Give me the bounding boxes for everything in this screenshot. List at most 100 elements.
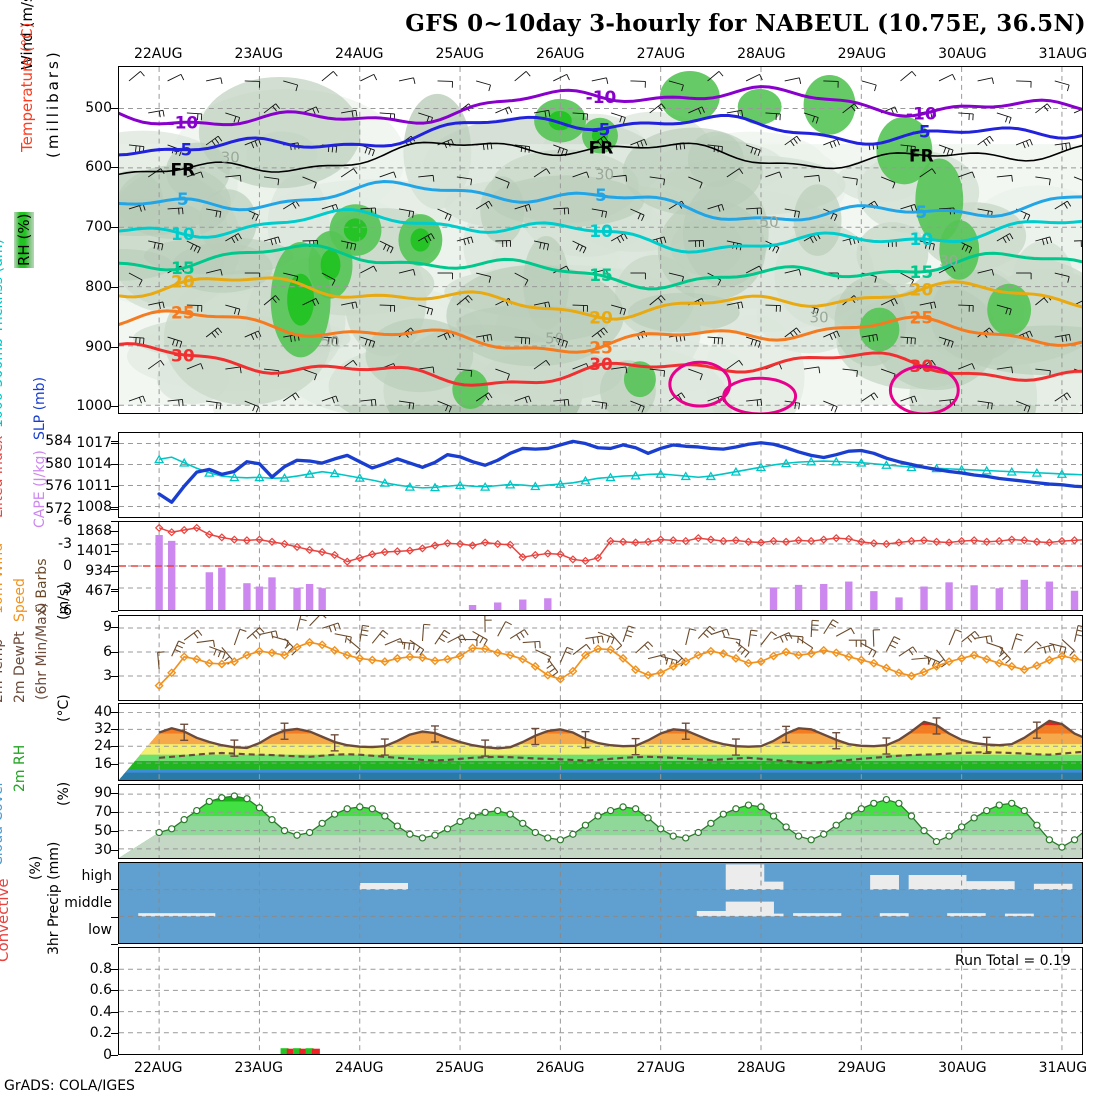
- panel-precipitation[interactable]: [118, 947, 1083, 1055]
- svg-text:30: 30: [221, 148, 240, 166]
- axis-tick-mark: [111, 793, 118, 795]
- label-2m-temp: 2m Temp: [0, 638, 6, 703]
- panel-2m-temp[interactable]: [118, 703, 1083, 781]
- axis-tick-label: 600: [85, 159, 112, 176]
- axis-tick-label: 576: [45, 478, 72, 495]
- axis-tick-label: 700: [85, 219, 112, 236]
- axis-tick-mark: [111, 530, 118, 532]
- axis-tick-mark: [111, 729, 118, 730]
- axis-tick-label: 6: [103, 643, 112, 660]
- svg-text:-10: -10: [168, 113, 199, 133]
- axis-tick-label: 1014: [76, 456, 112, 473]
- axis-tick-mark: [111, 849, 118, 851]
- svg-text:-10: -10: [906, 104, 937, 124]
- svg-text:15: 15: [171, 258, 195, 278]
- axis-tick-label: 3: [63, 580, 72, 597]
- panel-2m-rh[interactable]: [118, 784, 1083, 859]
- svg-text:25: 25: [589, 337, 613, 357]
- axis-tick-mark: [111, 507, 118, 509]
- axis-tick-mark: [111, 1055, 118, 1056]
- axis-tick-mark: [111, 509, 118, 511]
- axis-tick-label: 32: [94, 721, 112, 737]
- axis-tick-label: 0.4: [89, 1003, 112, 1020]
- date-label: 27AUG: [636, 46, 686, 62]
- svg-text:30: 30: [171, 345, 195, 365]
- svg-text:15: 15: [589, 265, 613, 285]
- axis-tick-label: 0.8: [89, 960, 112, 977]
- date-axis-bottom: 22AUG 23AUG 24AUG 25AUG 26AUG 27AUG 28AUG 29AUG…: [0, 1060, 1100, 1078]
- axis-tick-mark: [111, 566, 118, 567]
- axis-tick-label: 70: [94, 804, 112, 821]
- axis-tick-mark: [111, 590, 118, 592]
- axis-tick-label: 0: [63, 558, 72, 574]
- label-2m-rh-unit: (%): [56, 781, 72, 806]
- axis-tick-mark: [111, 830, 118, 832]
- axis-tick-mark: [111, 442, 118, 444]
- axis-tick-label: 1000: [76, 398, 112, 415]
- axis-tick-mark: [111, 406, 118, 408]
- panel-lifted-index-cape[interactable]: [118, 521, 1083, 611]
- axis-tick-mark: [111, 167, 118, 169]
- svg-text:FR: FR: [589, 138, 614, 158]
- axis-tick-mark: [111, 611, 118, 612]
- axis-tick-label: 3: [103, 668, 112, 685]
- date-label: 23AUG: [234, 1060, 283, 1076]
- panel-10m-wind[interactable]: [118, 615, 1083, 701]
- date-label: 27AUG: [636, 1060, 686, 1076]
- svg-text:20: 20: [171, 272, 195, 292]
- svg-text:10: 10: [589, 221, 613, 241]
- svg-text:-5: -5: [912, 122, 931, 142]
- axis-tick-label: 50: [94, 822, 112, 839]
- date-label: 26AUG: [536, 1060, 585, 1076]
- date-axis-top: 22AUG 23AUG 24AUG 25AUG 26AUG 27AUG 28AUG 29AUG…: [0, 46, 1100, 64]
- axis-tick-label: 500: [85, 99, 112, 116]
- axis-tick-mark: [111, 1011, 118, 1013]
- axis-tick-mark: [111, 588, 118, 590]
- axis-tick-label: 16: [94, 755, 112, 772]
- label-precip-axis: 3hr Precip (mm): [46, 841, 62, 955]
- axis-tick-label: 90: [94, 785, 112, 802]
- label-2m-dewpt: 2m DewPt: [12, 631, 28, 703]
- svg-text:5: 5: [177, 189, 189, 209]
- axis-tick-mark: [111, 627, 118, 629]
- axis-tick-label: 1008: [76, 499, 112, 516]
- axis-tick-label: 1017: [76, 434, 112, 451]
- axis-tick-label: 467: [85, 582, 112, 599]
- svg-text:-5: -5: [592, 120, 611, 140]
- date-label: 24AUG: [335, 1060, 384, 1076]
- axis-tick-mark: [111, 763, 118, 765]
- panel-slp-thickness[interactable]: [118, 432, 1083, 518]
- axis-tick-label: 1868: [76, 522, 112, 539]
- svg-text:50: 50: [321, 332, 340, 350]
- svg-text:10: 10: [171, 224, 195, 244]
- svg-text:10: 10: [910, 229, 934, 249]
- label-millibars: (millibars): [44, 49, 62, 158]
- axis-tick-mark: [111, 990, 118, 992]
- date-label: 25AUG: [435, 1060, 485, 1076]
- date-label: 24AUG: [335, 46, 384, 62]
- date-label: 31AUG: [1038, 46, 1088, 62]
- axis-tick-label: 24: [94, 738, 112, 755]
- label-rh-upper: RH (%): [14, 211, 34, 268]
- run-total-label: Run Total = 0.19: [955, 953, 1071, 969]
- cloud-row-label-low: low: [88, 922, 112, 939]
- cloud-row-label-high: high: [81, 867, 112, 884]
- axis-tick-mark: [111, 812, 118, 814]
- axis-tick-label: 6: [63, 603, 72, 619]
- axis-tick-mark: [111, 286, 118, 288]
- axis-tick-label: -3: [58, 535, 72, 552]
- svg-text:30: 30: [589, 354, 613, 374]
- panel-cloud-cover[interactable]: [118, 862, 1083, 944]
- label-thickness: 1000-500mb Thcknss (dm): [0, 239, 6, 428]
- svg-text:50: 50: [545, 329, 564, 347]
- svg-text:30: 30: [595, 165, 614, 183]
- axis-tick-mark: [111, 968, 118, 970]
- panel-upper-air[interactable]: -10 -10 -10 -5 -5 -5 FR FR FR 5 5 5 10 10 10 15 15 15 20 20…: [118, 66, 1083, 414]
- axis-tick-mark: [111, 550, 118, 552]
- axis-tick-mark: [111, 464, 118, 466]
- label-2m-minmax: (6hr Min/Max): [34, 602, 50, 700]
- svg-text:30: 30: [810, 309, 829, 327]
- date-label: 31AUG: [1038, 1060, 1088, 1076]
- label-slp: SLP (mb): [32, 376, 48, 440]
- axis-tick-mark: [111, 107, 118, 109]
